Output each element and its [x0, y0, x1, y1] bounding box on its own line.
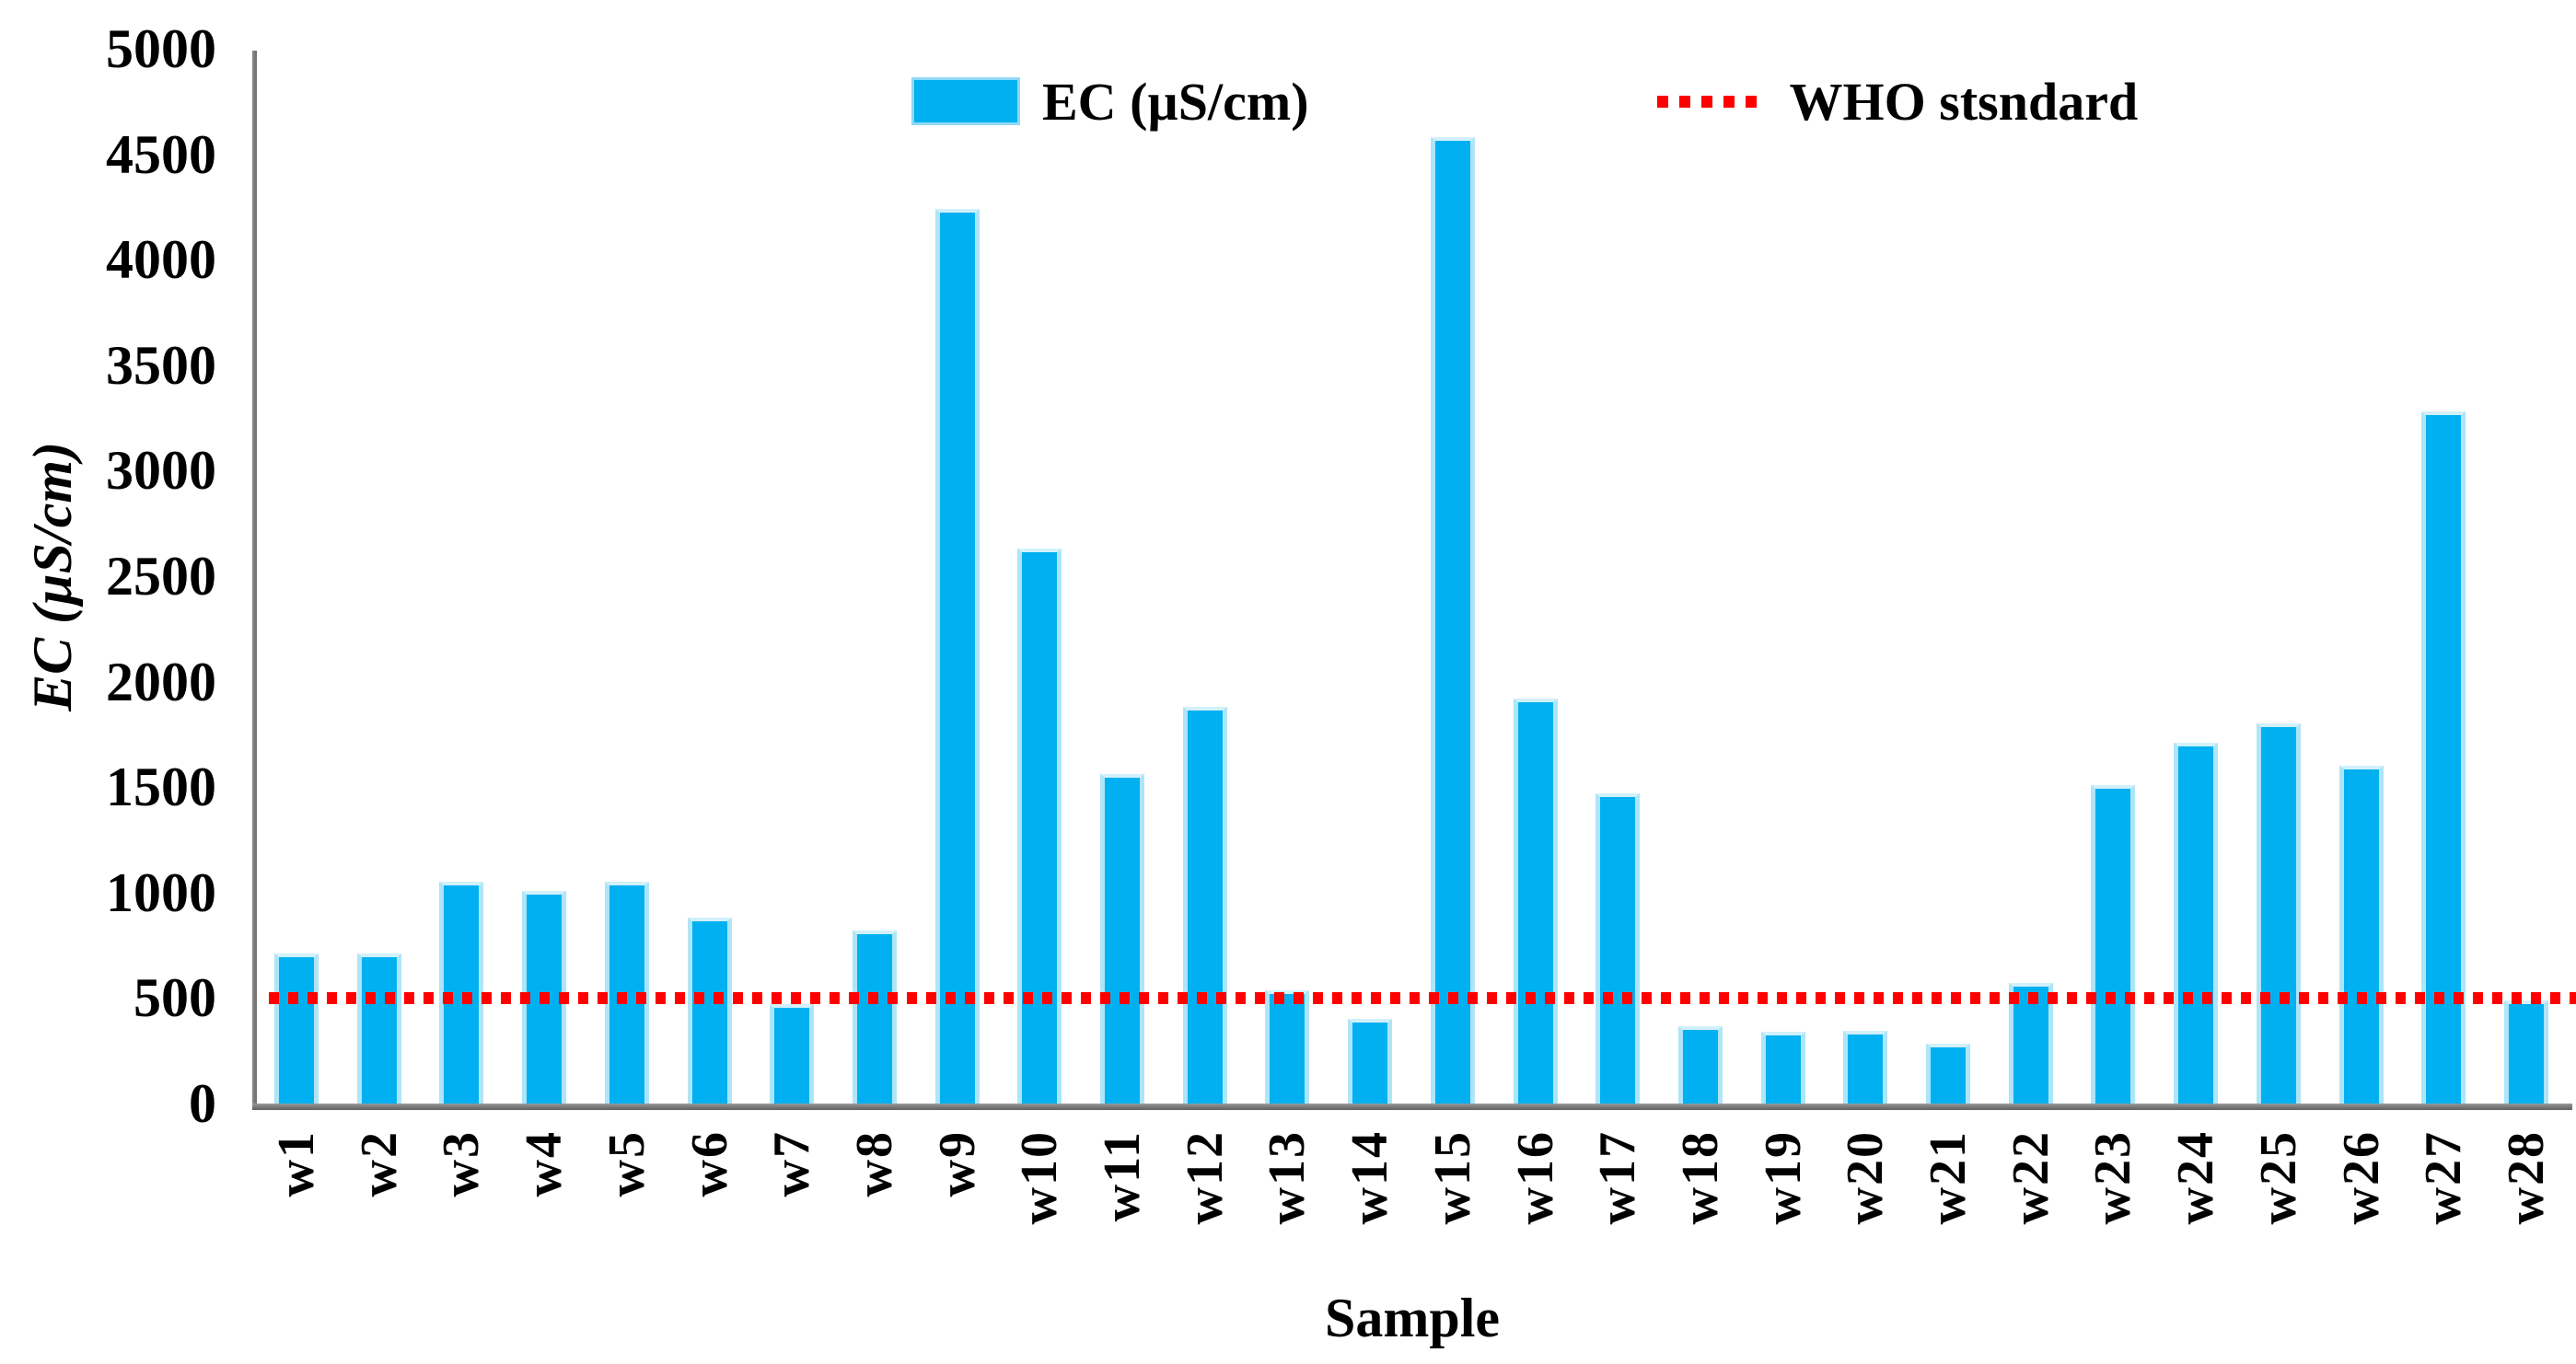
- y-tick-label-4000: 4000: [106, 229, 216, 291]
- bar-w26: [2338, 766, 2384, 1104]
- bar-w20: [1843, 1030, 1888, 1104]
- x-tick-label-w19: w19: [1754, 1130, 1812, 1225]
- bar-w1: [274, 954, 319, 1104]
- bar-w7: [770, 1004, 815, 1104]
- who-legend-label: WHO stsndard: [1789, 71, 2139, 132]
- x-tick-label-w11: w11: [1094, 1130, 1151, 1222]
- x-tick-label-w1: w1: [268, 1130, 325, 1197]
- x-tick-label-w14: w14: [1341, 1130, 1399, 1225]
- ec-legend-label: EC (µS/cm): [1042, 71, 1309, 132]
- bar-w15: [1430, 137, 1475, 1104]
- chart-legend: EC (µS/cm) WHO stsndard: [911, 69, 2138, 133]
- bar-w27: [2421, 411, 2466, 1104]
- bar-w9: [934, 209, 980, 1104]
- x-tick-label-w7: w7: [763, 1130, 821, 1197]
- x-tick-label-w28: w28: [2497, 1130, 2555, 1225]
- bar-w8: [852, 931, 897, 1104]
- who-legend-dotted-line: [1656, 95, 1768, 108]
- bar-w13: [1265, 990, 1310, 1104]
- y-tick-label-1000: 1000: [106, 861, 216, 923]
- x-tick-label-w4: w4: [516, 1130, 574, 1197]
- bar-w18: [1677, 1026, 1723, 1104]
- y-tick-label-5000: 5000: [106, 18, 216, 79]
- x-tick-label-w13: w13: [1259, 1130, 1317, 1225]
- x-tick-label-w8: w8: [845, 1130, 903, 1197]
- x-tick-label-w18: w18: [1671, 1130, 1729, 1225]
- bar-w21: [1926, 1043, 1970, 1104]
- x-tick-label-w10: w10: [1011, 1130, 1069, 1225]
- x-tick-label-w20: w20: [1837, 1130, 1895, 1225]
- bar-w11: [1100, 774, 1144, 1104]
- x-tick-label-w27: w27: [2415, 1130, 2473, 1225]
- y-tick-label-1500: 1500: [106, 757, 216, 818]
- x-tick-label-w6: w6: [680, 1130, 738, 1197]
- bar-w6: [687, 918, 732, 1104]
- ec-legend-swatch: [911, 77, 1020, 125]
- x-tick-label-w25: w25: [2249, 1130, 2307, 1225]
- x-tick-label-w2: w2: [350, 1130, 408, 1197]
- y-tick-label-3500: 3500: [106, 334, 216, 396]
- x-tick-label-w16: w16: [1506, 1130, 1564, 1225]
- bar-w2: [356, 954, 401, 1104]
- x-tick-label-w21: w21: [1920, 1130, 1977, 1225]
- bar-w10: [1017, 549, 1062, 1104]
- x-tick-label-w26: w26: [2332, 1130, 2390, 1225]
- x-axis-line: [252, 1104, 2572, 1110]
- bar-w12: [1182, 707, 1227, 1104]
- x-tick-label-w17: w17: [1589, 1130, 1647, 1225]
- y-tick-label-2000: 2000: [106, 651, 216, 712]
- x-tick-label-w12: w12: [1176, 1130, 1234, 1225]
- x-tick-label-w3: w3: [433, 1130, 491, 1197]
- bar-w17: [1595, 793, 1641, 1104]
- x-tick-label-w9: w9: [928, 1130, 986, 1197]
- who-standard-line: [269, 992, 2576, 1005]
- y-tick-label-4500: 4500: [106, 123, 216, 185]
- bar-w19: [1760, 1032, 1805, 1104]
- bar-w23: [2091, 784, 2136, 1104]
- x-tick-label-w5: w5: [598, 1130, 656, 1197]
- y-tick-label-0: 0: [189, 1073, 216, 1134]
- bar-w28: [2503, 1000, 2548, 1104]
- y-tick-label-2500: 2500: [106, 546, 216, 607]
- x-tick-label-w24: w24: [2167, 1130, 2225, 1225]
- x-tick-label-w15: w15: [1423, 1130, 1481, 1225]
- y-axis-line: [252, 51, 257, 1109]
- bar-w25: [2256, 723, 2301, 1104]
- bar-w14: [1348, 1019, 1393, 1104]
- y-tick-label-500: 500: [133, 967, 216, 1029]
- x-tick-label-w22: w22: [2002, 1130, 2060, 1225]
- bar-w24: [2174, 743, 2219, 1104]
- bar-w16: [1513, 698, 1558, 1104]
- x-axis-title: Sample: [1324, 1288, 1501, 1348]
- y-tick-label-3000: 3000: [106, 440, 216, 502]
- x-tick-label-w23: w23: [2084, 1130, 2142, 1225]
